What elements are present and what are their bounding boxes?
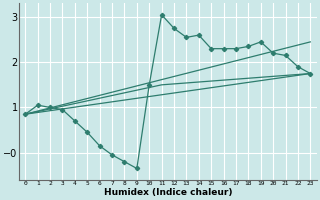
X-axis label: Humidex (Indice chaleur): Humidex (Indice chaleur) <box>104 188 232 197</box>
